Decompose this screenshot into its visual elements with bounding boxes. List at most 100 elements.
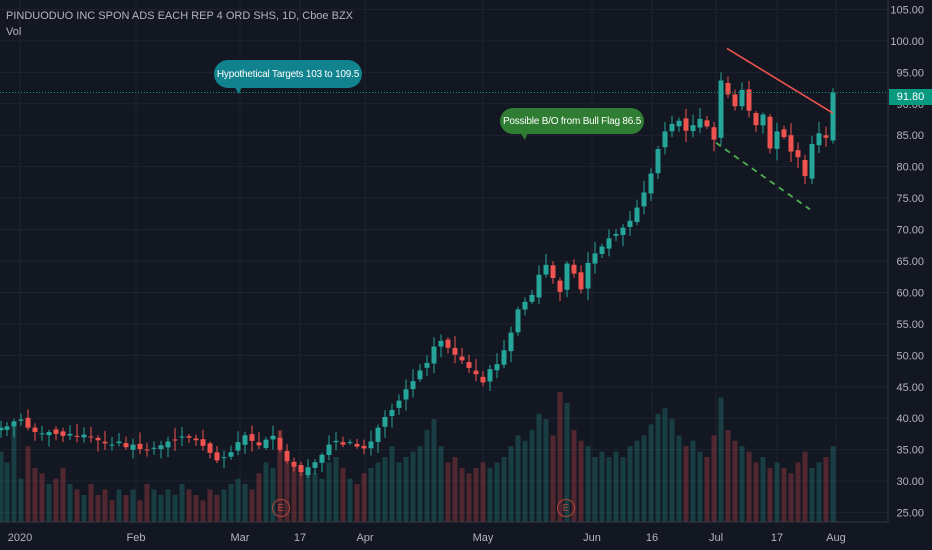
volume-bar (172, 494, 178, 522)
candle-body (711, 127, 717, 140)
candle-body (305, 467, 311, 476)
candle-body (396, 400, 402, 408)
price-tick-label: 60.00 (896, 287, 924, 299)
volume-bar (228, 484, 234, 522)
volume-bar (774, 462, 780, 522)
candle-body (74, 435, 80, 437)
volume-bar (508, 446, 514, 522)
candle-body (606, 238, 612, 249)
volume-bar (186, 489, 192, 522)
targets-callout[interactable]: Hypothetical Targets 103 to 109.5 (214, 60, 362, 94)
candle-body (662, 131, 668, 148)
volume-bar (361, 473, 367, 522)
volume-bar (760, 457, 766, 522)
volume-bar (501, 457, 507, 522)
candle-body (452, 347, 458, 355)
candle-body (186, 436, 192, 438)
candle-body (809, 144, 815, 179)
volume-bar (67, 484, 73, 522)
candle-body (697, 118, 703, 128)
volume-bar (669, 419, 675, 522)
volume-bar (529, 429, 535, 522)
volume-bar (718, 397, 724, 522)
candle-body (4, 426, 10, 430)
volume-bar (620, 457, 626, 522)
volume-bar (655, 413, 661, 522)
candle-body (319, 454, 325, 463)
volume-bar (4, 462, 10, 522)
volume-bar (60, 467, 66, 522)
volume-bar (102, 489, 108, 522)
volume-bar (403, 457, 409, 522)
volume-bar (515, 435, 521, 522)
candle-body (116, 441, 122, 444)
volume-bar (445, 462, 451, 522)
volume-bar (25, 446, 31, 522)
candle-body (214, 452, 220, 461)
volume-bar (683, 446, 689, 522)
volume-bar (494, 462, 500, 522)
candle-body (312, 462, 318, 468)
price-tick-label: 50.00 (896, 350, 924, 362)
volume-bar (256, 473, 262, 522)
candle-body (382, 416, 388, 427)
breakout-callout[interactable]: Possible B/O from Bull Flag 86.5 (500, 108, 644, 140)
candle-body (767, 116, 773, 149)
volume-bar (473, 467, 479, 522)
volume-bar (739, 446, 745, 522)
price-tick-label: 85.00 (896, 130, 924, 142)
volume-bar (312, 473, 318, 522)
volume-bar (809, 467, 815, 522)
candle-body (151, 447, 157, 449)
price-tick-label: 105.00 (890, 4, 924, 16)
candle-body (732, 94, 738, 107)
volume-bar (823, 457, 829, 522)
candle-body (410, 381, 416, 390)
candle-body (242, 435, 248, 445)
candle-body (557, 280, 563, 292)
volume-bar (627, 446, 633, 522)
candle-body (347, 442, 353, 444)
volume-bar (354, 484, 360, 522)
candle-body (340, 442, 346, 445)
volume-bar (375, 462, 381, 522)
volume-bar (207, 489, 213, 522)
earnings-marker[interactable]: E (272, 499, 290, 517)
volume-bar (81, 494, 87, 522)
volume-bar (830, 446, 836, 522)
volume-bar (53, 478, 59, 522)
volume-bar (46, 484, 52, 522)
volume-bar (277, 429, 283, 522)
volume-bar (564, 402, 570, 522)
candle-body (277, 437, 283, 450)
volume-bar (466, 473, 472, 522)
candle-body (536, 274, 542, 298)
volume-bar (746, 451, 752, 522)
time-axis: 2020 Feb Mar 17 Apr May Jun 16 Jul 17 Aug (8, 532, 846, 544)
volume-bar (109, 500, 115, 522)
candle-body (564, 263, 570, 290)
candle-body (375, 427, 381, 442)
earnings-marker[interactable]: E (557, 499, 575, 517)
volume-bar (417, 446, 423, 522)
candle-body (424, 362, 430, 368)
volume-bars (0, 392, 836, 522)
volume-bar (389, 446, 395, 522)
candle-body (179, 436, 185, 438)
volume-bar (11, 424, 17, 522)
time-tick-label: Jun (583, 532, 601, 544)
volume-bar (690, 440, 696, 522)
volume-bar (599, 451, 605, 522)
volume-bar (270, 467, 276, 522)
candle-body (32, 427, 38, 433)
volume-bar (116, 489, 122, 522)
price-tick-label: 25.00 (896, 508, 924, 520)
volume-bar (242, 484, 248, 522)
price-tick-label: 40.00 (896, 413, 924, 425)
volume-bar (634, 440, 640, 522)
candle-body (60, 431, 66, 436)
volume-bar (676, 435, 682, 522)
candle-body (158, 445, 164, 450)
candle-body (487, 369, 493, 382)
